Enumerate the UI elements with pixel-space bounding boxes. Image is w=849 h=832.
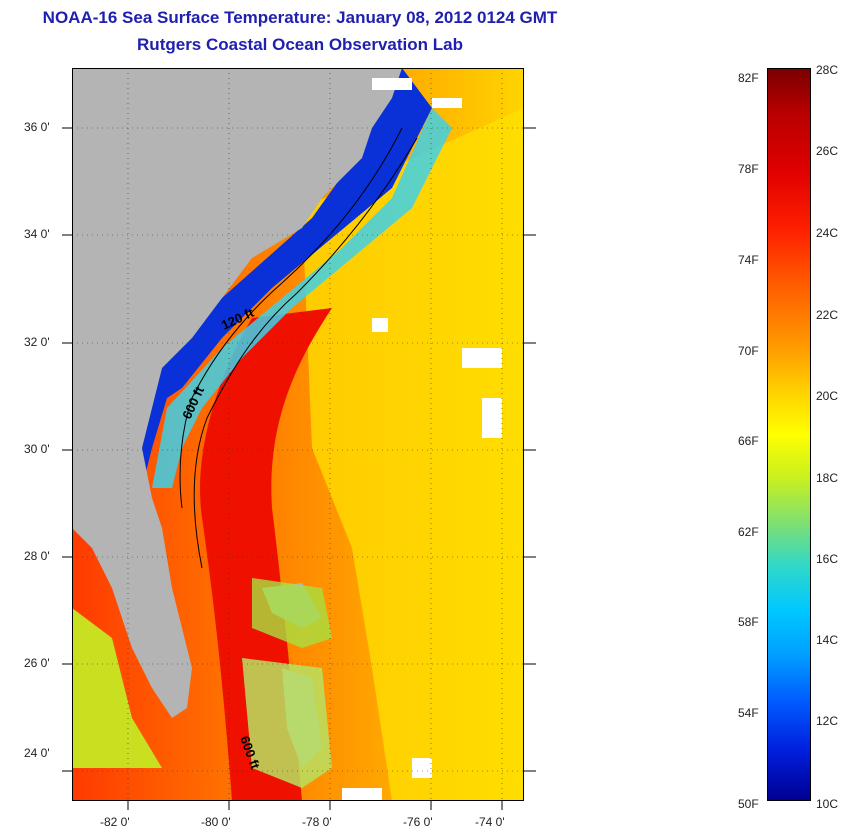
land-mainland [72,68,402,718]
lat-label-28: 28 0' [24,549,50,563]
coastal-cold-water [142,68,432,488]
lat-label-24: 24 0' [24,746,50,760]
great-bahama-bank [242,658,332,788]
lat-label-36: 36 0' [24,120,50,134]
cb-c-18: 18C [816,471,839,485]
lat-label-32: 32 0' [24,335,50,349]
lat-label-30: 30 0' [24,442,50,456]
cb-c-24: 24C [816,226,839,240]
cb-c-22: 22C [816,308,839,322]
cb-f-50: 50F [738,797,759,811]
cb-c-14: 14C [816,633,839,647]
cb-f-62: 62F [738,525,759,539]
temperature-colorbar [767,68,811,801]
graticule [72,68,524,801]
coastal-cool-water [152,108,452,488]
cb-f-58: 58F [738,615,759,629]
lat-label-26: 26 0' [24,656,50,670]
cb-f-82: 82F [738,71,759,85]
lon-label-74: -74 0' [475,815,505,829]
sea-surface-temperature-map: 120 ft 600 ft 600 ft [72,68,524,801]
cb-f-74: 74F [738,253,759,267]
lon-label-82: -82 0' [100,815,130,829]
cb-c-28: 28C [816,63,839,77]
lon-label-76: -76 0' [403,815,433,829]
latitude-ticks [62,127,72,772]
cb-c-26: 26C [816,144,839,158]
cb-f-66: 66F [738,434,759,448]
cb-c-12: 12C [816,714,839,728]
cb-c-20: 20C [816,389,839,403]
offshore-warm-region [302,108,524,801]
contour-line-600ft [193,137,418,569]
map-subtitle: Rutgers Coastal Ocean Observation Lab [137,35,463,54]
map-border [72,68,524,801]
longitude-ticks [127,801,503,810]
bahama-bank [252,578,332,648]
cb-f-54: 54F [738,706,759,720]
cb-f-78: 78F [738,162,759,176]
contour-line-120ft [179,127,403,509]
cloud-cover [342,78,502,800]
lon-label-78: -78 0' [302,815,332,829]
cb-c-16: 16C [816,552,839,566]
lon-label-80: -80 0' [201,815,231,829]
map-title: NOAA-16 Sea Surface Temperature: January… [42,8,558,27]
gulf-stream [200,308,332,801]
latitude-ticks-right [524,127,536,772]
lat-label-34: 34 0' [24,227,50,241]
shelf-water-patch [72,608,162,768]
cb-c-10: 10C [816,797,839,811]
cb-f-70: 70F [738,344,759,358]
